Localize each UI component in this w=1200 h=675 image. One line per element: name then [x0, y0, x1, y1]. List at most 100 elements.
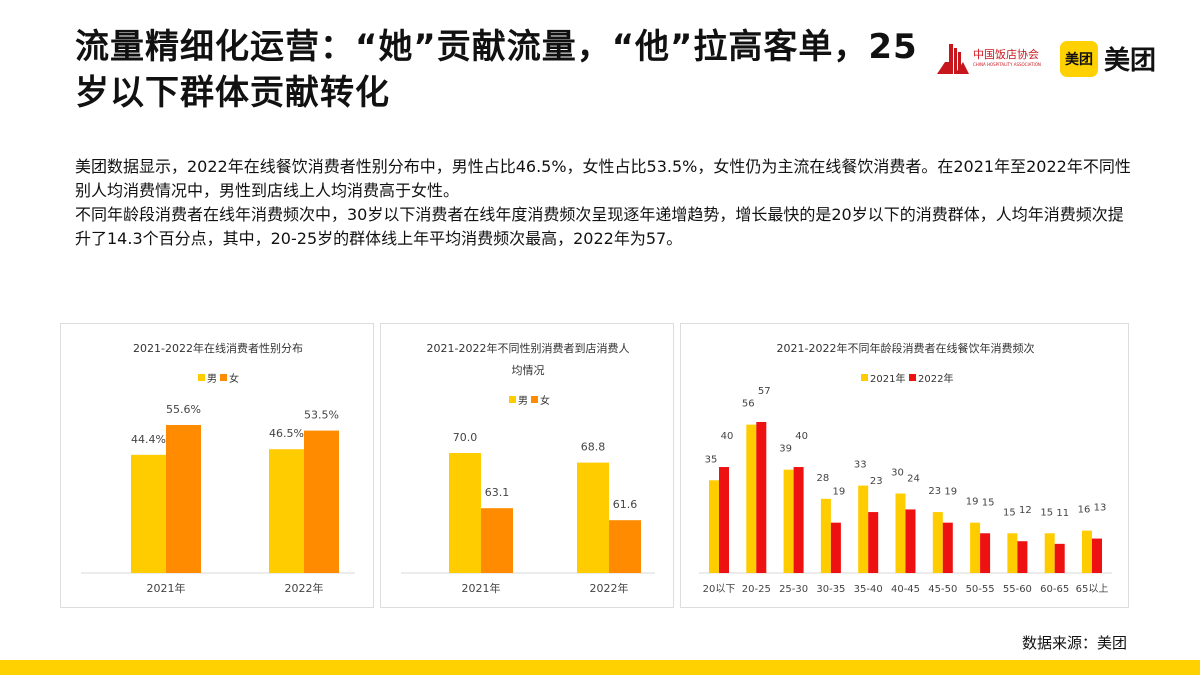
data-label: 19: [944, 487, 957, 498]
legend-swatch: [509, 396, 516, 403]
bar-2021年: [1007, 533, 1018, 573]
bar-2022年: [793, 467, 804, 573]
bar-男: [577, 462, 609, 573]
x-tick-label: 45-50: [928, 584, 957, 595]
x-tick-label: 65以上: [1076, 583, 1109, 595]
data-label: 56: [742, 399, 755, 410]
page-title: 流量精细化运营：“她”贡献流量，“他”拉高客单，25岁以下群体贡献转化: [75, 27, 918, 113]
gender-distribution-chart: 2021-2022年在线消费者性别分布男女 44.4% 55.6% 2021年 46.5…: [60, 323, 374, 608]
data-label: 57: [758, 386, 771, 397]
association-name: 中国饭店协会: [973, 48, 1039, 61]
bar-2021年: [932, 512, 943, 573]
x-tick-label: 2022年: [590, 581, 629, 595]
bar-2021年: [895, 493, 906, 573]
bar-2021年: [1082, 530, 1092, 573]
x-tick-label: 50-55: [966, 584, 995, 595]
bar-2022年: [1017, 541, 1028, 573]
data-label: 15: [1040, 507, 1053, 518]
data-label: 13: [1094, 503, 1107, 514]
x-tick-label: 30-35: [816, 584, 845, 595]
data-label: 15: [1003, 507, 1016, 518]
x-tick-label: 20以下: [703, 584, 736, 595]
bar-女: [304, 430, 339, 573]
data-label: 24: [907, 473, 920, 484]
x-tick-label: 55-60: [1003, 584, 1032, 595]
data-label: 40: [795, 431, 808, 442]
legend-label: 男: [207, 373, 217, 385]
x-tick-label: 2021年: [147, 581, 186, 595]
data-label: 19: [966, 497, 979, 508]
bar-2022年: [719, 467, 729, 573]
bar-2021年: [820, 498, 831, 573]
chart-title: 2021-2022年不同性别消费者到店消费人: [427, 341, 630, 355]
data-label: 44.4%: [131, 433, 166, 446]
x-tick-label: 40-45: [891, 584, 920, 595]
bar-2021年: [858, 485, 869, 573]
data-label: 23: [928, 486, 941, 497]
data-label: 30: [891, 468, 904, 479]
x-tick-label: 2021年: [462, 581, 501, 595]
legend-label: 女: [540, 394, 550, 407]
x-tick-label: 20-25: [742, 584, 771, 595]
data-label: 53.5%: [304, 409, 339, 422]
china-hospitality-association-logo: 中国饭店协会 CHINA HOSPITALITY ASSOCIATION: [935, 42, 1055, 76]
legend-label: 2022年: [918, 372, 953, 385]
data-source: 数据来源：美团: [1022, 634, 1128, 652]
bar-女: [609, 520, 641, 573]
association-name-en: CHINA HOSPITALITY ASSOCIATION: [973, 62, 1041, 67]
data-label: 33: [854, 460, 867, 471]
data-label: 39: [779, 444, 792, 455]
data-label: 12: [1019, 505, 1032, 516]
building-logo-icon: [937, 44, 969, 74]
chart-title: 2021-2022年在线消费者性别分布: [133, 341, 303, 355]
data-label: 40: [721, 431, 734, 442]
gender-spending-chart: 2021-2022年不同性别消费者到店消费人 均情况男女 70.0 63.1 2021年…: [380, 323, 674, 608]
data-label: 70.0: [453, 431, 478, 444]
paragraph-2: 不同年龄段消费者在线年消费频次中，30岁以下消费者在线年度消费频次呈现逐年递增趋…: [75, 205, 1124, 248]
paragraph-1: 美团数据显示，2022年在线餐饮消费者性别分布中，男性占比46.5%，女性占比5…: [75, 157, 1131, 200]
data-label: 68.8: [581, 441, 606, 454]
bar-女: [166, 425, 201, 573]
data-label: 11: [1056, 508, 1069, 519]
bar-2022年: [868, 512, 879, 573]
bar-2021年: [746, 424, 757, 573]
legend-swatch: [861, 374, 868, 381]
bar-男: [269, 449, 304, 573]
legend-swatch: [909, 374, 916, 381]
legend-swatch: [198, 374, 205, 381]
bar-2022年: [1092, 538, 1102, 573]
legend-label: 女: [229, 372, 239, 385]
x-tick-label: 60-65: [1040, 584, 1069, 595]
bar-2021年: [1044, 533, 1055, 573]
data-label: 19: [833, 487, 846, 498]
meituan-logo: 美团: [1104, 46, 1157, 76]
bar-2022年: [942, 522, 953, 573]
data-label: 63.1: [485, 486, 510, 499]
legend-label: 男: [518, 395, 528, 407]
bar-男: [449, 453, 481, 573]
bar-2022年: [905, 509, 916, 573]
legend-label: 2021年: [870, 372, 905, 385]
x-tick-label: 2022年: [285, 581, 324, 595]
bar-2022年: [830, 522, 841, 573]
bar-2022年: [1054, 543, 1065, 573]
bar-2021年: [970, 522, 981, 573]
bar-2021年: [709, 480, 719, 573]
x-tick-label: 25-30: [779, 584, 808, 595]
summary-text: 美团数据显示，2022年在线餐饮消费者性别分布中，男性占比46.5%，女性占比5…: [75, 155, 1135, 251]
chart-title: 2021-2022年不同年龄段消费者在线餐饮年消费频次: [777, 341, 1035, 355]
bottom-accent-bar: [0, 660, 1200, 675]
data-label: 61.6: [613, 498, 638, 511]
data-label: 15: [982, 497, 995, 508]
chart-title: 均情况: [512, 364, 545, 377]
data-label: 35: [705, 454, 718, 465]
age-frequency-chart: 2021-2022年不同年龄段消费者在线餐饮年消费频次 2021年 2022年 35 4…: [680, 323, 1129, 608]
legend-swatch: [220, 374, 227, 381]
data-label: 23: [870, 476, 883, 487]
bar-2022年: [980, 533, 991, 573]
legend-swatch: [531, 396, 538, 403]
bar-女: [481, 508, 513, 573]
meituan-app-icon: 美团: [1060, 41, 1098, 77]
bar-2022年: [756, 422, 767, 573]
bar-2021年: [783, 469, 794, 573]
